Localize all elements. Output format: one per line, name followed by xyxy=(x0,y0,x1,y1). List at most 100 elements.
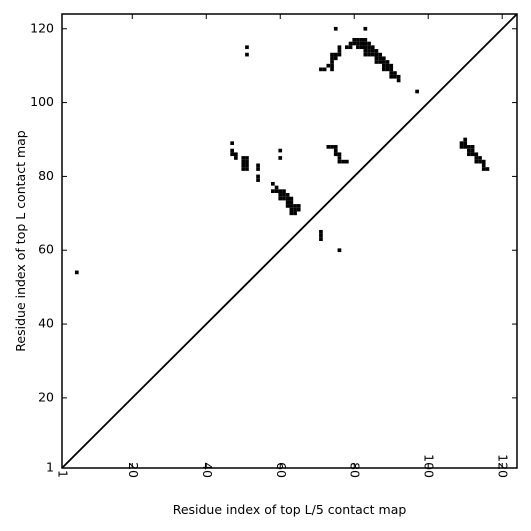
contact-cell xyxy=(470,152,475,157)
contact-cell xyxy=(230,148,235,153)
contact-cell xyxy=(389,67,394,72)
contact-cell xyxy=(337,49,342,53)
y-tick-label: 60 xyxy=(38,242,54,257)
x-tick-label: 100 xyxy=(422,454,437,478)
x-tick-label: 120 xyxy=(496,454,511,478)
contact-cell xyxy=(474,159,479,164)
plot-frame xyxy=(61,13,518,469)
contact-cell xyxy=(330,60,334,64)
contact-cell xyxy=(470,148,475,153)
contact-cell xyxy=(234,152,238,157)
contact-cell xyxy=(330,145,334,149)
contact-cell xyxy=(367,45,371,50)
contact-cell xyxy=(296,207,301,212)
contact-cell xyxy=(356,41,360,46)
contact-cell xyxy=(337,156,342,160)
contact-cell xyxy=(381,56,386,61)
contact-cell xyxy=(341,159,345,164)
contact-cell xyxy=(389,74,394,79)
y-tick-label: 20 xyxy=(38,389,54,404)
x-tick-label: 20 xyxy=(126,462,141,478)
contact-cell xyxy=(359,37,364,42)
contact-cell xyxy=(256,174,260,179)
y-tick-label: 1 xyxy=(46,460,54,475)
contact-cell xyxy=(282,196,286,201)
contact-cell xyxy=(333,52,338,57)
contact-cell xyxy=(370,45,375,50)
contact-cell xyxy=(241,159,246,164)
contact-cell xyxy=(256,163,260,168)
contact-cell xyxy=(478,156,482,160)
contact-cell xyxy=(389,63,394,68)
contact-cell xyxy=(278,148,283,153)
contact-cell xyxy=(381,67,386,72)
x-axis-ticks: 1 20 40 60 80 100 120 xyxy=(56,14,511,478)
contact-cell xyxy=(274,189,279,194)
contact-cell xyxy=(474,156,479,160)
contact-cell xyxy=(363,52,368,57)
contact-cell xyxy=(463,141,468,146)
contact-cell xyxy=(333,26,338,31)
contact-cell xyxy=(293,204,297,208)
y-tick-label: 80 xyxy=(38,168,54,183)
y-axis-label: Residue index of top L contact map xyxy=(13,130,28,351)
contact-cell xyxy=(378,52,382,57)
contact-cells xyxy=(74,26,490,275)
contact-cell xyxy=(363,49,368,53)
contact-cell xyxy=(278,193,283,197)
contact-cell xyxy=(333,145,338,149)
contact-cell xyxy=(330,52,334,57)
contact-cell xyxy=(278,156,283,160)
contact-cell xyxy=(348,45,353,50)
x-tick-label: 1 xyxy=(56,470,71,478)
contact-cell xyxy=(337,248,342,253)
contact-cell xyxy=(367,41,371,46)
contact-cell xyxy=(374,56,379,61)
x-tick-label: 80 xyxy=(348,462,363,478)
contact-cell xyxy=(474,152,479,157)
contact-cell xyxy=(282,193,286,197)
contact-cell xyxy=(363,45,368,50)
contact-cell xyxy=(352,41,357,46)
contact-cell xyxy=(381,60,386,64)
contact-cell xyxy=(241,167,246,171)
contact-cell xyxy=(374,52,379,57)
contact-cell xyxy=(245,52,249,57)
contact-cell xyxy=(230,141,235,146)
contact-cell xyxy=(467,152,471,157)
contact-cell xyxy=(293,211,297,216)
contact-cell xyxy=(333,152,338,157)
contact-cell xyxy=(344,159,349,164)
contact-cell xyxy=(74,270,79,275)
contact-cell xyxy=(241,156,246,160)
contact-cell xyxy=(285,193,290,197)
contact-cell xyxy=(271,181,275,186)
y-tick-label: 120 xyxy=(30,20,54,35)
contact-cell xyxy=(330,56,334,61)
contact-cell xyxy=(296,204,301,208)
contact-cell xyxy=(378,60,382,64)
contact-cell xyxy=(234,156,238,160)
contact-cell xyxy=(245,159,249,164)
contact-cell xyxy=(370,49,375,53)
contact-cell xyxy=(352,37,357,42)
contact-cell xyxy=(470,145,475,149)
y-tick-label: 100 xyxy=(30,94,54,109)
contact-cell xyxy=(393,71,397,75)
contact-cell xyxy=(337,152,342,157)
contact-cell xyxy=(245,167,249,171)
contact-cell xyxy=(463,145,468,149)
contact-cell xyxy=(230,152,235,157)
contact-cell xyxy=(289,207,294,212)
contact-cell xyxy=(481,159,486,164)
contact-cell xyxy=(330,67,334,72)
contact-cell xyxy=(289,211,294,216)
contact-cell xyxy=(378,56,382,61)
contact-cell xyxy=(322,67,327,72)
contact-cell xyxy=(467,145,471,149)
contact-cell xyxy=(363,41,368,46)
contact-cell xyxy=(363,37,368,42)
contact-cell xyxy=(289,196,294,201)
